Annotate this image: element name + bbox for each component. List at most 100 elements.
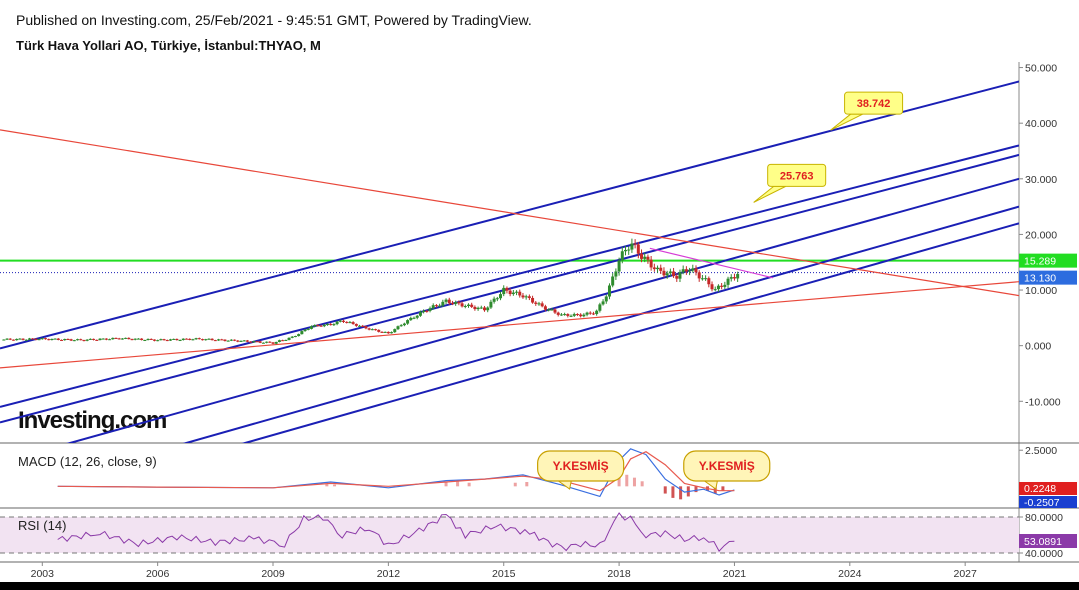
price-candle-body — [707, 278, 711, 285]
price-candle-body — [284, 339, 288, 341]
price-axis-label: 40.000 — [1025, 118, 1057, 130]
price-candle-body — [130, 339, 134, 341]
price-candle-body — [434, 305, 438, 307]
price-candle-body — [518, 291, 522, 296]
annotation-pointer — [753, 185, 786, 203]
price-candle-body — [579, 314, 583, 317]
macd-histogram-bar — [679, 486, 683, 500]
price-candle-body — [104, 338, 108, 340]
price-candle-body — [521, 295, 525, 298]
price-candle-body — [79, 339, 83, 341]
price-candle-body — [101, 338, 105, 340]
price-candle-body — [325, 324, 329, 326]
signal-value-box — [1019, 496, 1077, 508]
price-candle-body — [646, 256, 650, 260]
price-candle-body — [662, 270, 666, 276]
price-candle-body — [293, 336, 297, 338]
price-candle-body — [383, 331, 387, 333]
price-candle-body — [265, 341, 269, 343]
price-candle-body — [659, 267, 663, 271]
price-candle-body — [47, 339, 51, 341]
trend-line-0 — [0, 80, 1019, 350]
price-candle-body — [428, 308, 432, 311]
price-candle-body — [98, 338, 102, 341]
price-candle-body — [133, 338, 137, 340]
trend-line-7 — [0, 281, 1019, 369]
price-candle-body — [393, 329, 397, 333]
price-candle-body — [268, 341, 272, 343]
macd-histogram-bar — [333, 484, 337, 487]
price-candle-body — [729, 277, 733, 279]
price-candle-body — [271, 342, 275, 344]
price-candle-body — [716, 285, 720, 290]
price-candle-body — [313, 325, 317, 327]
price-candle-body — [194, 338, 198, 340]
price-candle-body — [633, 243, 637, 245]
price-candle-body — [688, 270, 692, 272]
price-candle-body — [56, 338, 60, 340]
price-candle-body — [527, 296, 531, 298]
price-candle-body — [591, 313, 595, 315]
price-candle-body — [34, 338, 38, 340]
price-candle-body — [684, 269, 688, 272]
trend-line-8 — [649, 247, 774, 279]
horizontal-level-label: 15.289 — [1024, 256, 1056, 268]
price-candle-body — [675, 276, 679, 279]
price-candle-body — [486, 307, 490, 311]
macd-histogram-bar — [663, 486, 667, 494]
price-candle-body — [345, 321, 349, 323]
price-candle-body — [236, 340, 240, 342]
price-candle-body — [197, 338, 201, 340]
price-candle-body — [69, 339, 73, 341]
price-candle-body — [149, 338, 153, 340]
macd-histogram-bar — [721, 486, 725, 491]
price-candle-body — [476, 307, 480, 310]
price-panel — [0, 80, 1019, 443]
price-candle-body — [483, 307, 487, 311]
price-candle-body — [117, 338, 121, 340]
rsi-value-box — [1019, 534, 1077, 548]
macd-callout-box — [683, 450, 771, 482]
price-candle-body — [181, 338, 185, 341]
price-candle-body — [537, 303, 541, 305]
price-candle-body — [367, 328, 371, 330]
price-candle-body — [495, 298, 499, 300]
macd-histogram-bar — [694, 486, 698, 493]
price-candle-body — [402, 323, 406, 326]
price-candle-body — [127, 337, 131, 340]
time-axis-label: 2027 — [953, 568, 977, 580]
price-candle-body — [431, 305, 435, 309]
price-candle-body — [287, 337, 291, 340]
price-candle-body — [418, 312, 422, 316]
price-candle-body — [569, 315, 573, 317]
price-candle-body — [249, 341, 253, 343]
annotation-pointer — [830, 113, 863, 131]
price-candle-body — [11, 339, 15, 341]
price-candle-body — [672, 271, 676, 277]
price-candle-body — [210, 338, 214, 341]
price-candle-body — [704, 278, 708, 280]
price-candle-body — [361, 325, 365, 327]
price-candle-body — [588, 312, 592, 314]
price-candle-body — [643, 256, 647, 259]
trend-line-1 — [0, 144, 1019, 408]
price-candle-body — [607, 285, 611, 297]
price-candle-body — [710, 284, 714, 290]
annotation-label: 25.763 — [780, 170, 814, 182]
price-candle-body — [390, 332, 394, 334]
macd-histogram-bar — [625, 474, 629, 487]
price-candle-body — [342, 320, 346, 322]
price-candle-body — [479, 307, 483, 309]
price-candle-body — [575, 314, 579, 316]
price-candle-body — [399, 325, 403, 327]
price-axis-label: 30.000 — [1025, 174, 1057, 186]
price-candle-body — [252, 341, 256, 343]
price-candle-body — [207, 338, 211, 340]
price-candle-body — [450, 303, 454, 305]
price-candle-body — [489, 301, 493, 308]
price-candle-body — [281, 340, 285, 342]
price-candle-body — [27, 338, 31, 340]
macd-callout-label: Y.KESMİŞ — [553, 458, 609, 473]
price-candle-body — [694, 268, 698, 273]
macd-histogram-bar — [632, 477, 636, 487]
